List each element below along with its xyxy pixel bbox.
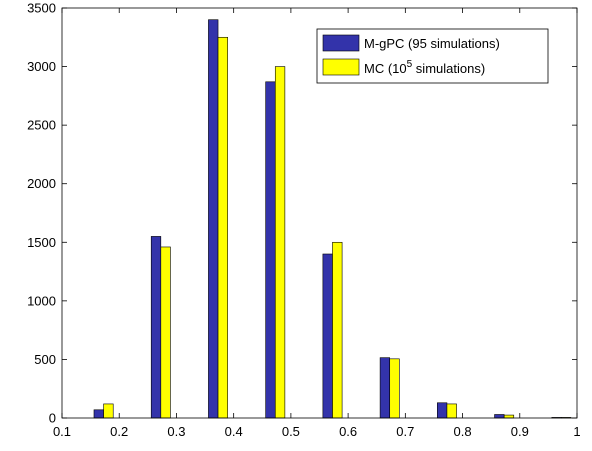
legend-label-mc-superscript: 5	[407, 59, 413, 70]
x-tick-label-4: 0.5	[282, 424, 300, 439]
bar-series1-5	[379, 357, 391, 419]
x-tick-label-9: 1	[573, 424, 580, 439]
x-tick-label-6: 0.7	[396, 424, 414, 439]
bar-series2-3	[274, 66, 286, 419]
x-tick-label-0: 0.1	[53, 424, 71, 439]
legend: M-gPC (95 simulations) MC (105 simulatio…	[316, 28, 549, 84]
bar-series1-7	[494, 414, 505, 419]
y-tick-label-3: 1500	[27, 235, 56, 250]
y-tick-label-6: 3000	[27, 59, 56, 74]
bar-series2-5	[389, 358, 400, 419]
bar-series1-2	[208, 19, 219, 419]
legend-label-mc-suffix: simulations)	[412, 61, 485, 76]
bar-series1-4	[322, 253, 333, 419]
axes-box	[61, 7, 578, 419]
bar-series2-6	[446, 403, 457, 419]
bar-series2-2	[217, 36, 228, 419]
legend-swatch-mc	[322, 58, 360, 76]
bar-series2-0	[103, 403, 114, 419]
x-tick-label-2: 0.3	[167, 424, 185, 439]
x-tick-label-3: 0.4	[225, 424, 243, 439]
bar-series1-0	[93, 409, 104, 419]
bar-series2-4	[332, 241, 343, 419]
legend-label-mc: MC (105 simulations)	[364, 59, 485, 76]
axes-group: 0.1 0.2 0.3 0.4 0.5 0.6 0.7 0.8 0.9 1 0 500 1000 1500…	[27, 1, 581, 440]
y-tick-label-7: 3500	[27, 1, 56, 16]
bar-series2-1	[160, 246, 171, 419]
y-tick-label-1: 500	[34, 352, 56, 367]
bar-series1-6	[437, 402, 448, 419]
y-tick-label-5: 2500	[27, 118, 56, 133]
y-tick-label-4: 2000	[27, 176, 56, 191]
y-tick-label-0: 0	[49, 411, 56, 426]
bar-series1-1	[150, 236, 162, 419]
x-tick-label-8: 0.9	[511, 424, 529, 439]
legend-swatch-mgpc	[322, 34, 360, 52]
y-tick-label-2: 1000	[27, 293, 56, 308]
x-tick-label-5: 0.6	[339, 424, 357, 439]
bar-series1-3	[265, 81, 276, 419]
legend-label-mc-text: MC (10	[364, 61, 407, 76]
x-tick-label-7: 0.8	[454, 424, 472, 439]
legend-label-mgpc: M-gPC (95 simulations)	[364, 36, 500, 51]
x-tick-label-1: 0.2	[110, 424, 128, 439]
bar-series2-7	[503, 414, 515, 419]
